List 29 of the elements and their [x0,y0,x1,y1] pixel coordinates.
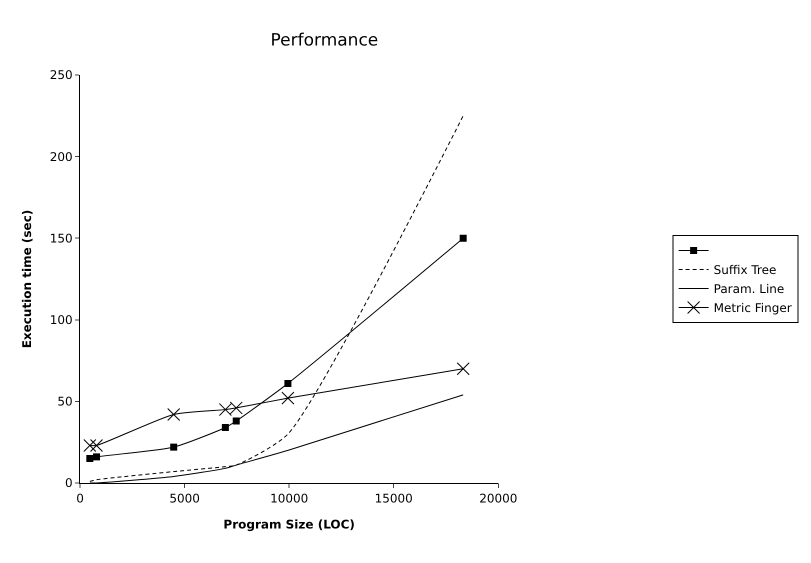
x-tick-label: 20000 [479,491,518,506]
point [460,234,467,242]
x-tick-label: 15000 [374,491,413,506]
legend-label: Metric Finger [714,301,792,316]
y-tick-label: 150 [50,231,73,246]
point [170,444,178,451]
point [284,380,292,387]
legend-label: Suffix Tree [714,263,776,278]
y-axis-title: Execution time (sec) [20,210,34,348]
chart-title: Performance [270,30,378,51]
point [83,438,96,452]
point [222,424,229,432]
x-tick-label: 0 [76,491,84,506]
point [456,362,470,376]
point [232,417,240,424]
point [86,455,94,462]
y-tick-label: 100 [50,313,73,327]
point [90,438,104,452]
point [93,453,100,460]
y-tick-label: 250 [50,68,73,82]
legend-label: Param. Line [714,282,784,296]
x-tick-label: 10000 [270,491,308,506]
y-tick-label: 50 [57,394,73,409]
x-tick-label: 5000 [169,491,200,506]
y-tick-label: 0 [64,476,73,490]
x-axis-title: Program Size (LOC) [223,517,355,532]
point [281,392,294,405]
y-tick-label: 200 [50,150,73,164]
point [167,408,180,421]
